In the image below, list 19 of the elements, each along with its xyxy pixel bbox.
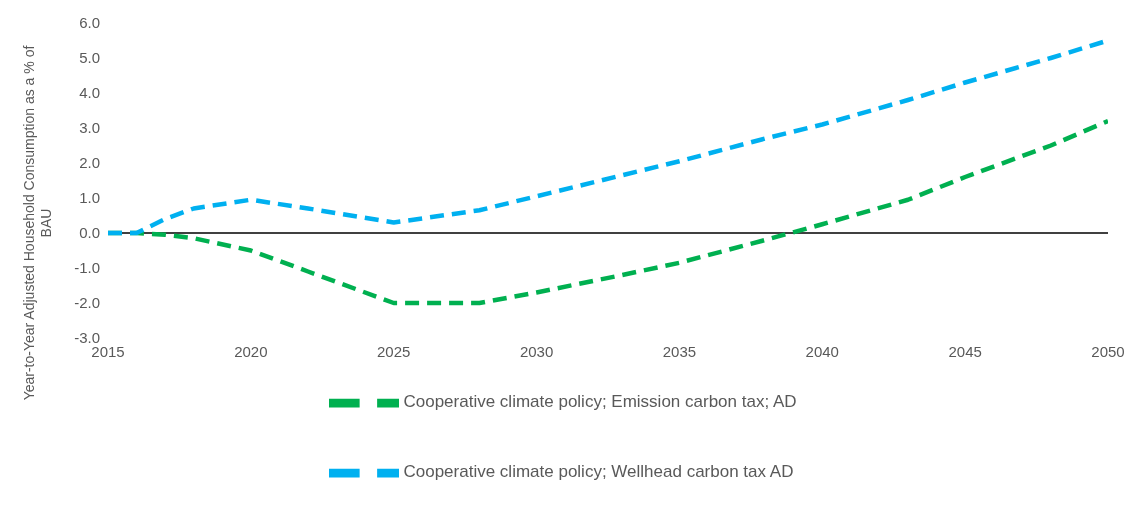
y-tick-label: -2.0 [74,294,100,312]
legend-label: Cooperative climate policy; Emission carbon tax; AD [403,392,797,412]
x-tick-label: 2025 [377,342,411,360]
y-tick-label: 0.0 [79,224,100,242]
y-tick-label: 2.0 [79,154,100,172]
x-tick-label: 2030 [519,342,554,360]
y-tick-label: -1.0 [74,259,100,277]
y-tick-label: 3.0 [79,119,100,137]
x-tick-label: 2035 [662,342,697,360]
x-tick-label: 2045 [948,342,982,360]
y-tick-label: 5.0 [79,49,100,67]
y-axis-title: Year-to-Year Adjusted Household Consumption as a % of BAU [21,44,55,403]
x-tick-label: 2020 [234,342,268,360]
legend-label: Cooperative climate policy; Wellhead carbon tax AD [403,462,794,482]
y-tick-label: 4.0 [79,84,100,102]
x-tick-label: 2050 [1091,342,1125,360]
y-tick-label: 1.0 [79,189,100,207]
x-tick-label: 2040 [805,342,839,360]
y-tick-label: 6.0 [79,14,100,32]
